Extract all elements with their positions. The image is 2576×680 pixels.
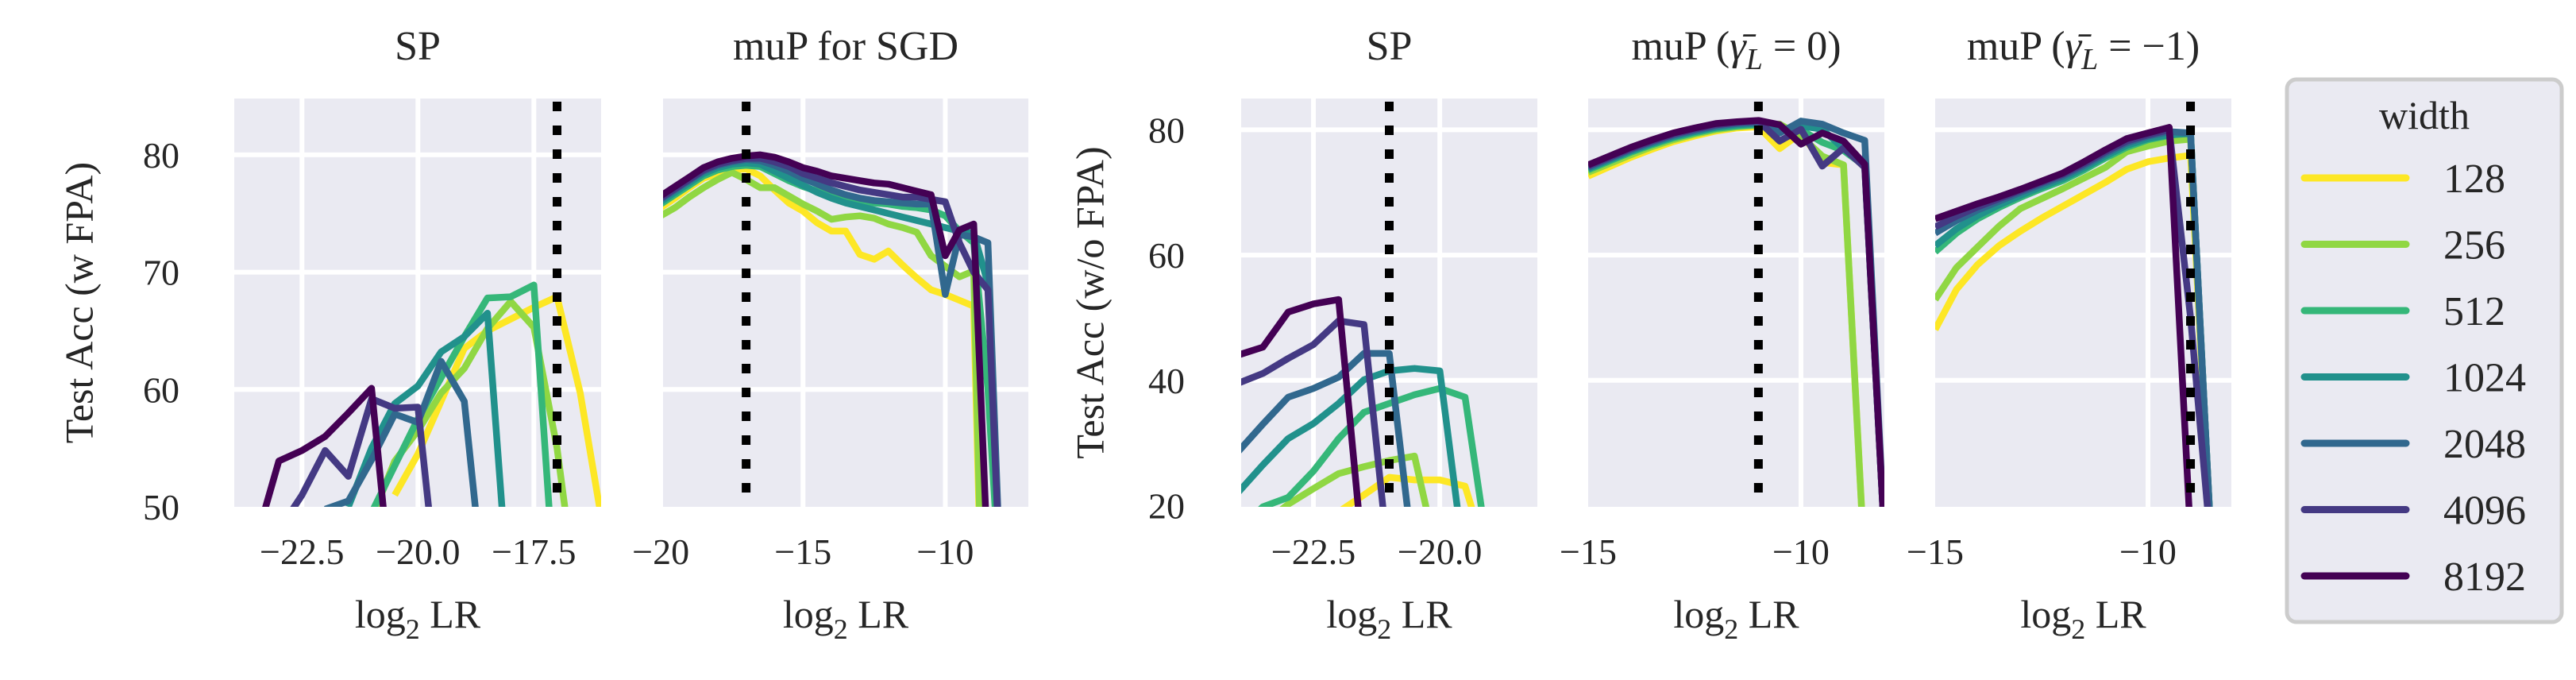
panel-5-mup-gamma-minus-1: −15 −10 log2 LR muP (γ̄L = −1) — [1907, 24, 2231, 645]
series-line-width-128 — [1340, 473, 1475, 507]
legend-label: 8192 — [2443, 554, 2526, 600]
y-tick-label: 60 — [1148, 235, 1185, 276]
series-line-width-512 — [1258, 384, 1485, 507]
legend-label: 4096 — [2443, 489, 2526, 534]
panel-title: muP for SGD — [733, 24, 958, 69]
legend-entry-256: 256 — [2300, 223, 2505, 269]
series-line-width-8192 — [262, 384, 387, 507]
panel-title: muP (γ̄L = 0) — [1631, 24, 1841, 76]
series-line-width-128 — [1935, 152, 2213, 507]
series-line-width-4096 — [1241, 317, 1386, 507]
series-line-width-8192 — [1241, 296, 1362, 507]
x-tick-label: −22.5 — [260, 531, 344, 572]
y-tick-label: 60 — [143, 369, 179, 410]
y-tick-label: 40 — [1148, 361, 1185, 401]
y-tick-label: 70 — [143, 253, 179, 293]
series-line-width-256 — [1279, 452, 1430, 507]
legend-label: 2048 — [2443, 422, 2526, 467]
x-axis-label: log2 LR — [1326, 592, 1452, 645]
legend-entry-4096: 4096 — [2300, 489, 2526, 534]
series-line-width-256 — [1935, 135, 2213, 507]
x-tick-label: −22.5 — [1271, 531, 1355, 572]
x-axis-label: log2 LR — [355, 592, 481, 645]
x-tick-label: −10 — [2119, 531, 2177, 572]
legend-frame — [2285, 77, 2564, 624]
series-line-width-8192 — [1935, 124, 2192, 507]
series-line-width-128 — [391, 293, 601, 507]
series-group — [1588, 117, 1884, 507]
legend-entries: 128 256 512 1024 2048 4096 8192 — [2300, 156, 2526, 600]
panel-title: SP — [1367, 24, 1413, 69]
series-line-width-1024 — [1241, 365, 1461, 507]
legend-label: 256 — [2443, 223, 2505, 269]
x-tick-label: −10 — [916, 531, 974, 572]
legend-entry-128: 128 — [2300, 156, 2505, 202]
legend: width 128 256 512 1024 2048 4096 8192 — [2285, 77, 2564, 624]
x-axis-label: log2 LR — [2020, 592, 2146, 645]
series-line-width-8192 — [663, 151, 989, 507]
legend-entry-1024: 1024 — [2300, 356, 2526, 401]
legend-label: 512 — [2443, 289, 2505, 334]
legend-title: width — [2379, 93, 2470, 137]
x-tick-label: −15 — [774, 531, 831, 572]
series-line-width-256 — [663, 168, 983, 507]
legend-entry-2048: 2048 — [2300, 422, 2526, 467]
series-group — [262, 281, 601, 507]
y-axis-label: Test Acc (w FPA) — [56, 162, 101, 443]
y-tick-label: 80 — [1148, 110, 1185, 150]
series-line-width-2048 — [1241, 350, 1411, 507]
series-line-width-8192 — [1588, 117, 1884, 507]
x-tick-label: −15 — [1560, 531, 1617, 572]
series-group — [1241, 296, 1485, 507]
x-tick-label: −17.5 — [492, 531, 576, 572]
y-tick-label: 20 — [1148, 485, 1185, 526]
series-group — [663, 151, 1001, 507]
legend-entry-512: 512 — [2300, 289, 2505, 334]
x-tick-label: −20.0 — [1398, 531, 1482, 572]
y-axis-label: Test Acc (w/o FPA) — [1067, 146, 1112, 458]
x-tick-label: −15 — [1907, 531, 1964, 572]
x-axis-label: log2 LR — [1673, 592, 1799, 645]
legend-entry-8192: 8192 — [2300, 554, 2526, 600]
y-tick-label: 80 — [143, 135, 179, 176]
panel-title: muP (γ̄L = −1) — [1967, 24, 2200, 76]
x-tick-label: −20.0 — [376, 531, 460, 572]
y-tick-label: 50 — [143, 487, 179, 527]
panel-title: SP — [395, 24, 441, 69]
series-line-width-4096 — [290, 395, 432, 507]
series-line-width-2048 — [324, 357, 479, 507]
x-axis-label: log2 LR — [783, 592, 909, 645]
panel-3-sp-without-fpa: −22.5 −20.0 20 40 60 80 log2 LR Test Acc (w/o F… — [1067, 24, 1537, 645]
legend-label: 1024 — [2443, 356, 2526, 401]
panel-4-mup-gamma-0: −15 −10 log2 LR muP (γ̄L = 0) — [1560, 24, 1884, 645]
legend-label: 128 — [2443, 156, 2505, 202]
series-group — [1935, 124, 2213, 507]
x-tick-label: −20 — [632, 531, 689, 572]
panel-1-sp-with-fpa: −22.5 −20.0 −17.5 50 60 70 80 log2 LR Test Acc (… — [56, 24, 601, 645]
x-tick-label: −10 — [1772, 531, 1830, 572]
